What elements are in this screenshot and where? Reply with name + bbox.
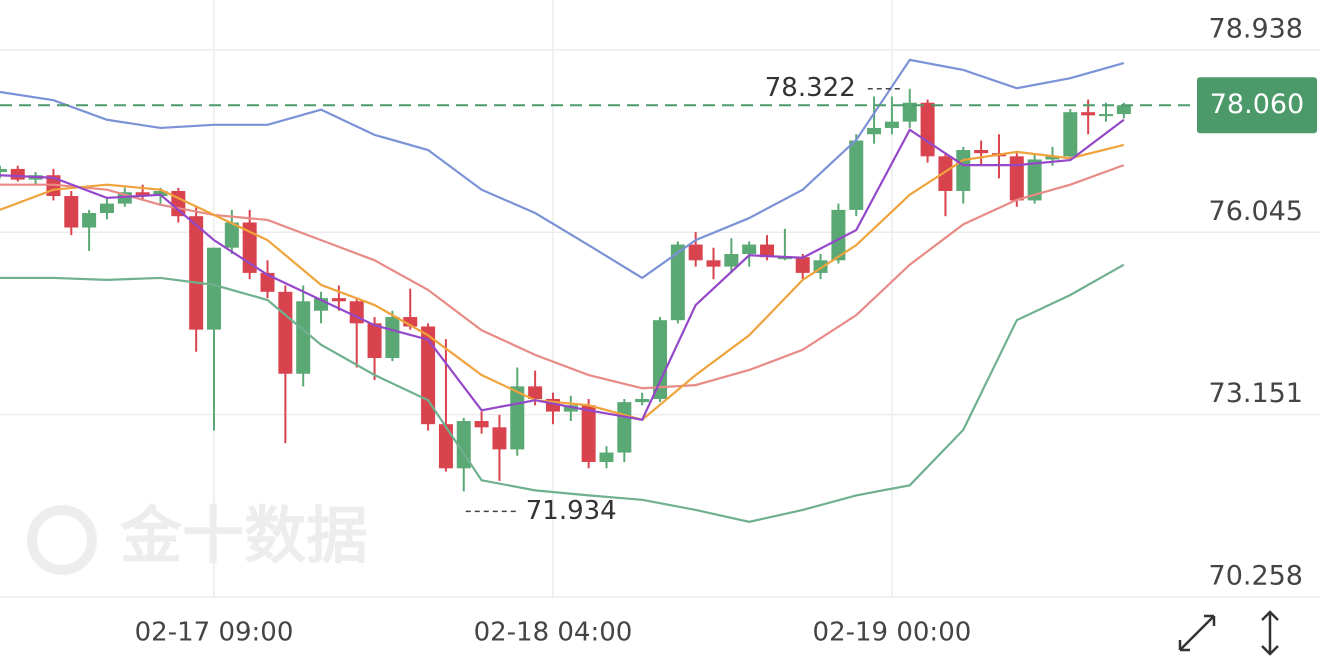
candle-body bbox=[599, 452, 614, 462]
candle-body bbox=[974, 150, 989, 154]
candle-body bbox=[367, 323, 382, 358]
candle-body bbox=[902, 102, 917, 122]
candle-body bbox=[777, 257, 792, 260]
candle-body bbox=[884, 121, 899, 128]
candle-body bbox=[795, 257, 810, 273]
candle-body bbox=[385, 317, 400, 358]
candle-body bbox=[724, 254, 739, 267]
candle-body bbox=[688, 244, 703, 261]
candle-body bbox=[189, 216, 204, 330]
candle-body bbox=[670, 244, 685, 321]
candle-body bbox=[1081, 112, 1096, 116]
candle-body bbox=[64, 196, 79, 228]
candle-body bbox=[563, 405, 578, 412]
candle-body bbox=[153, 190, 168, 197]
candle-body bbox=[135, 192, 150, 197]
candle-body bbox=[920, 102, 935, 157]
y-tick-label: 73.151 bbox=[1209, 378, 1303, 409]
candle-body bbox=[403, 317, 418, 327]
candle-body bbox=[617, 402, 632, 453]
candle-body bbox=[528, 386, 543, 399]
candle-body bbox=[849, 140, 864, 210]
candle-body bbox=[331, 298, 346, 302]
overlay-line bbox=[0, 143, 1125, 421]
candle-body bbox=[742, 244, 757, 255]
x-tick-label: 02-18 04:00 bbox=[474, 618, 633, 648]
candle-body bbox=[1009, 156, 1024, 201]
candle-body bbox=[635, 398, 650, 403]
y-tick-label: 70.258 bbox=[1209, 561, 1303, 592]
watermark-text: 金十数据 bbox=[119, 499, 368, 572]
candle-body bbox=[82, 213, 97, 228]
candle-body bbox=[456, 421, 471, 469]
current-price-label: 78.060 bbox=[1210, 89, 1304, 120]
x-tick-label: 02-19 00:00 bbox=[813, 618, 972, 648]
overlay-line bbox=[0, 58, 1125, 280]
high-label: 78.322 bbox=[765, 73, 856, 103]
candle-body bbox=[956, 150, 971, 191]
candle-body bbox=[296, 301, 311, 374]
candle-body bbox=[1116, 105, 1131, 115]
candle-body bbox=[581, 405, 596, 462]
candle-body bbox=[474, 421, 489, 428]
overlay-line bbox=[0, 118, 1125, 421]
watermark-logo bbox=[27, 505, 97, 575]
x-tick-label: 02-17 09:00 bbox=[135, 618, 294, 648]
candle-body bbox=[1063, 112, 1078, 157]
overlay-line bbox=[0, 263, 1125, 523]
y-tick-label: 78.938 bbox=[1209, 13, 1303, 44]
candle-body bbox=[1045, 156, 1060, 160]
watermark: 金十数据 bbox=[27, 499, 368, 575]
candle-body bbox=[1027, 159, 1042, 201]
candle-body bbox=[99, 203, 114, 214]
candle-body bbox=[938, 156, 953, 191]
candle-body bbox=[831, 209, 846, 261]
expand-icon[interactable] bbox=[1178, 610, 1279, 656]
current-price-box bbox=[1197, 77, 1317, 134]
candle-body bbox=[760, 244, 775, 258]
candle-body bbox=[653, 320, 667, 399]
candle-body bbox=[224, 222, 239, 248]
candle-body bbox=[1099, 114, 1113, 117]
overlay-line bbox=[0, 164, 1125, 390]
candle-body bbox=[867, 127, 882, 135]
candle-body bbox=[278, 291, 293, 374]
candle-body bbox=[0, 168, 7, 173]
candle-body bbox=[706, 260, 721, 267]
candle-body bbox=[492, 427, 507, 450]
candle-body bbox=[510, 386, 525, 450]
candle-body bbox=[10, 168, 25, 180]
candle-body bbox=[207, 247, 221, 330]
y-tick-label: 76.045 bbox=[1209, 196, 1303, 227]
candle-body bbox=[438, 424, 453, 469]
low-label: 71.934 bbox=[526, 496, 617, 526]
